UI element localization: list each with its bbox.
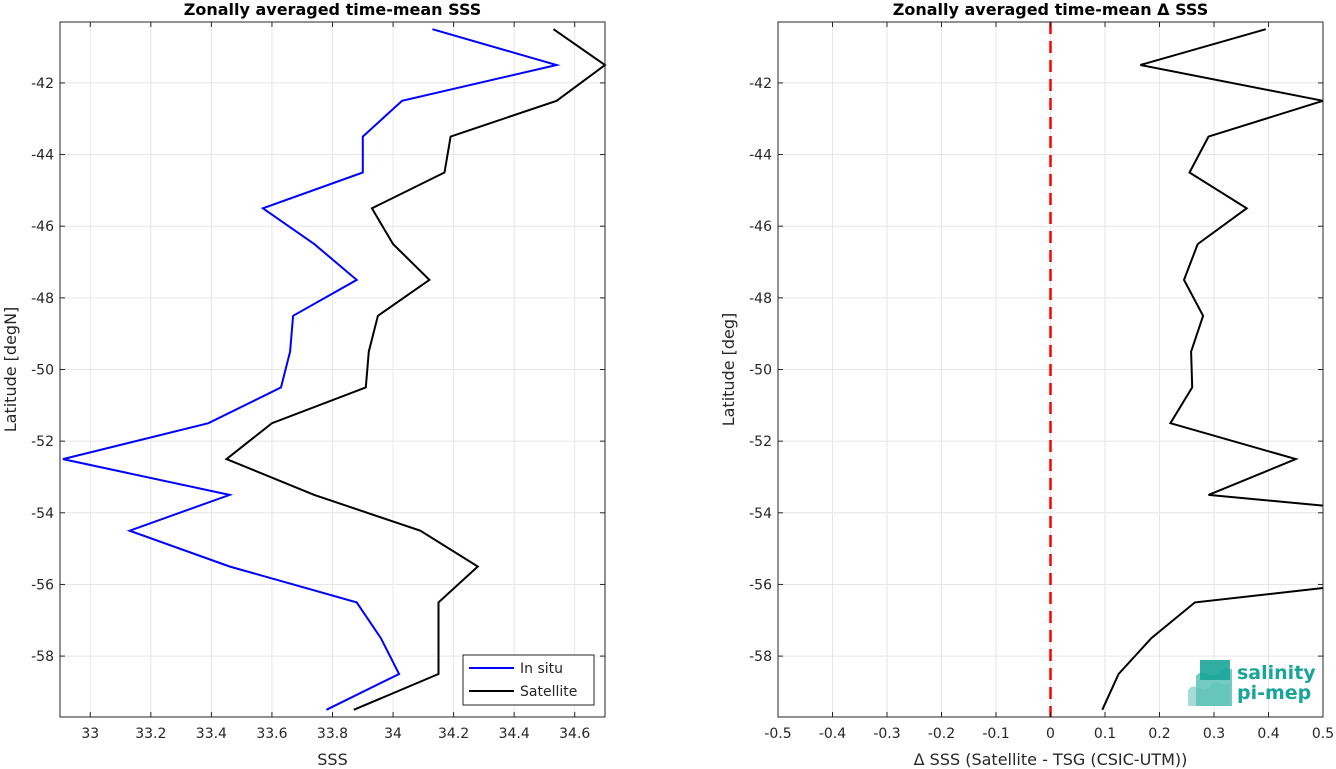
y-tick-label: -44	[749, 148, 772, 164]
delta-sss-panel: -0.5 -0.4 -0.3 -0.2 -0.1 0 0.1 0.2 0.3 0.4 0.5 -42 -…	[719, 0, 1334, 769]
series-line-delta-sss	[1140, 28, 1324, 507]
x-tick-label: -0.2	[928, 726, 955, 742]
y-tick-label: -42	[31, 76, 54, 92]
x-tick-label: 34.2	[438, 726, 469, 742]
logo-text-salinity: salinity	[1237, 662, 1316, 684]
legend: In situ Satellite	[462, 654, 595, 706]
x-tick-label: -0.3	[873, 726, 900, 742]
x-tick-label: 33.4	[196, 726, 227, 742]
x-tick-label: 34	[384, 726, 402, 742]
y-axis-label: Latitude [degN]	[1, 307, 20, 433]
x-tick-label: 0.5	[1312, 726, 1334, 742]
x-tick-label: 0.3	[1203, 726, 1225, 742]
y-tick-label: -56	[31, 577, 54, 593]
y-tick-label: -44	[31, 148, 54, 164]
x-tick-label: 33	[81, 726, 99, 742]
x-tick-label: 0.4	[1257, 726, 1279, 742]
x-tick-label: 33.2	[135, 726, 166, 742]
sss-panel: 33 33.2 33.4 33.6 33.8 34 34.2 34.4 34.6 -42 -44 -4…	[1, 0, 607, 769]
y-tick-label: -58	[749, 649, 772, 665]
chart-title: Zonally averaged time-mean SSS	[184, 0, 482, 19]
x-tick-label: 33.6	[256, 726, 287, 742]
logo-text-pi-mep: pi-mep	[1237, 682, 1311, 704]
x-tick-label: 0.2	[1148, 726, 1170, 742]
x-tick-label: -0.4	[819, 726, 846, 742]
y-tick-label: -54	[31, 506, 54, 522]
chart-title: Zonally averaged time-mean Δ SSS	[893, 0, 1209, 19]
y-tick-label: -46	[31, 219, 54, 235]
legend-label-in-situ: In situ	[520, 661, 563, 677]
series-line-delta-sss	[1101, 587, 1324, 711]
y-tick-label: -50	[749, 363, 772, 379]
x-tick-label: 34.6	[559, 726, 590, 742]
legend-label-satellite: Satellite	[520, 684, 577, 700]
y-tick-label: -58	[31, 649, 54, 665]
x-tick-label: 0.1	[1094, 726, 1116, 742]
x-axis-label: SSS	[317, 750, 347, 769]
y-tick-label: -48	[749, 291, 772, 307]
y-tick-label: -50	[31, 363, 54, 379]
x-axis-label: Δ SSS (Satellite - TSG (CSIC-UTM))	[914, 750, 1188, 769]
x-tick-label: 34.4	[499, 726, 530, 742]
salinity-pi-mep-logo: salinity pi-mep	[1188, 660, 1316, 706]
series-line-in-situ	[62, 28, 561, 711]
y-tick-label: -46	[749, 219, 772, 235]
series-line-satellite	[224, 28, 607, 711]
x-tick-label: -0.5	[764, 726, 791, 742]
y-tick-label: -52	[749, 434, 772, 450]
x-tick-label: 33.8	[317, 726, 348, 742]
legend-box	[462, 654, 595, 706]
y-tick-label: -54	[749, 506, 772, 522]
y-axis-label: Latitude [deg]	[719, 313, 738, 427]
y-tick-label: -48	[31, 291, 54, 307]
logo-block-icon	[1200, 660, 1230, 680]
x-tick-label: 0	[1046, 726, 1055, 742]
y-tick-label: -42	[749, 76, 772, 92]
y-tick-label: -52	[31, 434, 54, 450]
y-tick-label: -56	[749, 577, 772, 593]
x-tick-label: -0.1	[982, 726, 1009, 742]
